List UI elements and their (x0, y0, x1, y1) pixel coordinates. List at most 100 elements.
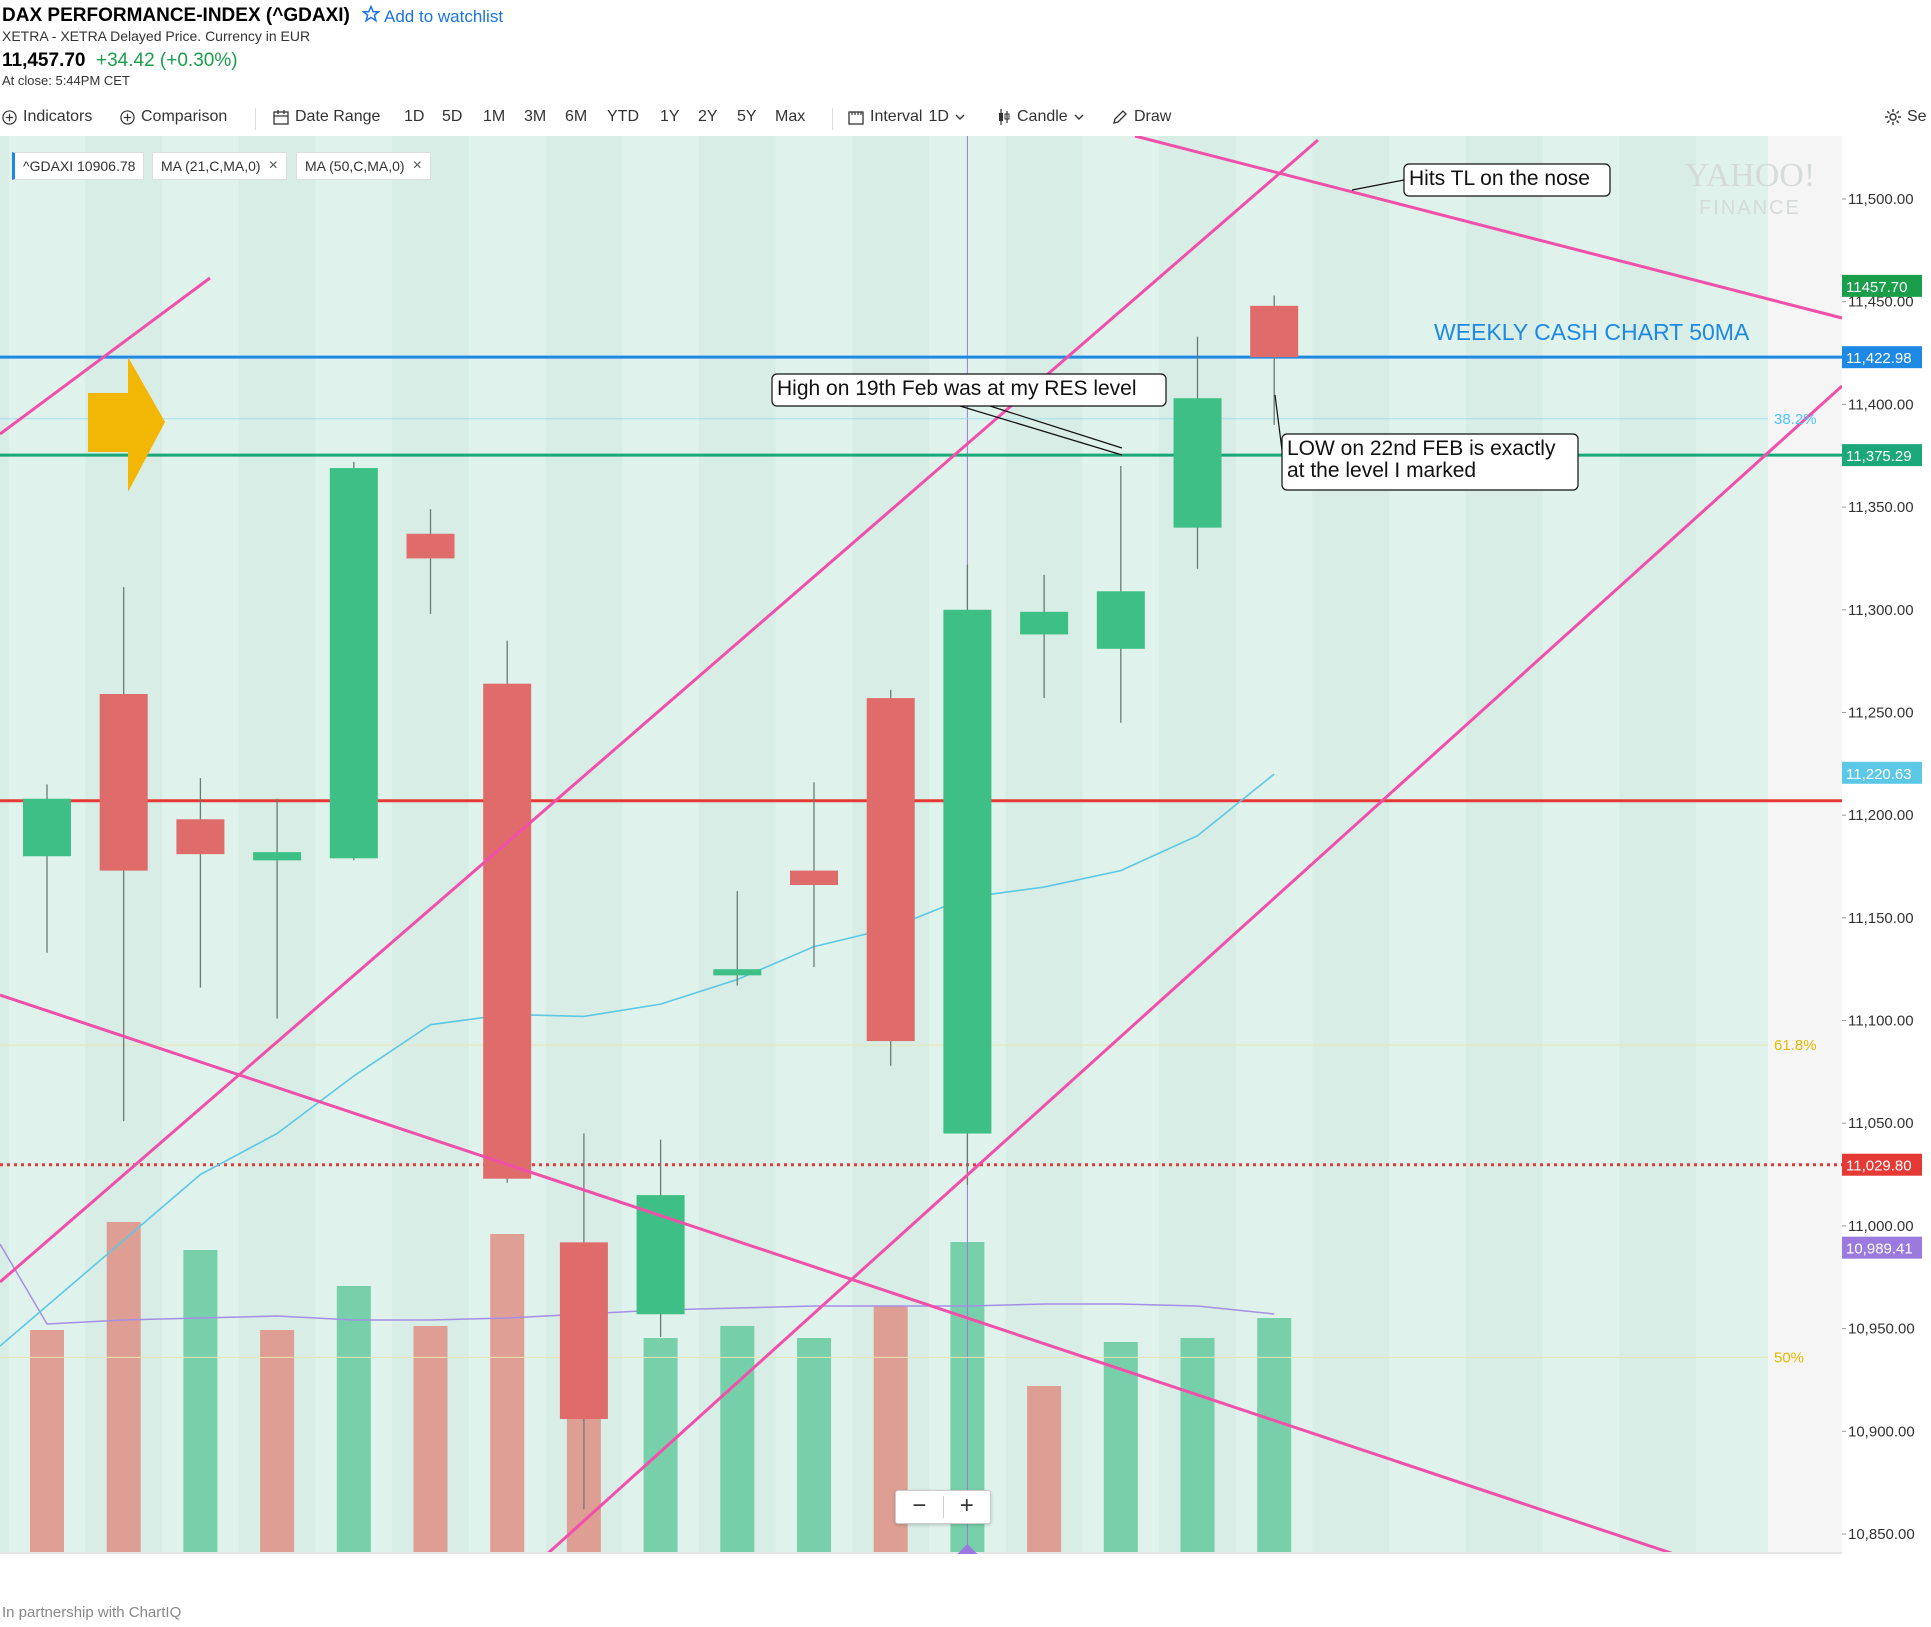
badge-bg (1842, 1153, 1922, 1176)
callout-text: Hits TL on the nose (1409, 167, 1590, 190)
range-2y[interactable]: 2Y (698, 108, 718, 125)
candle-body (253, 852, 302, 861)
chart-area[interactable]: YAHOO! FINANCE Hits TL on the nose High on … (0, 136, 1931, 1556)
callout-box (1403, 163, 1611, 197)
x-axis: 30Feb4567811121314152/18/201919202122232… (0, 1544, 1931, 1556)
legend-tag-ma21[interactable]: MA (21,C,MA,0) × (152, 152, 287, 180)
candle-body (713, 969, 762, 976)
range-1y[interactable]: 1Y (660, 108, 680, 125)
chart-type-dropdown[interactable]: Candle (997, 108, 1084, 126)
indicators-button[interactable]: Indicators (2, 108, 92, 126)
trend-line-resistance[interactable] (1134, 136, 1843, 320)
comparison-button[interactable]: Comparison (120, 108, 227, 126)
price-label-badge: 11457.70 (1842, 274, 1922, 297)
range-6m[interactable]: 6M (565, 108, 588, 125)
callout-pointer (989, 405, 1123, 449)
range-5y[interactable]: 5Y (737, 108, 757, 125)
candle-body (329, 468, 378, 859)
divider (255, 108, 256, 130)
quote-header: DAX PERFORMANCE-INDEX (^GDAXI) Add to wa… (0, 0, 1931, 100)
date-band (1082, 136, 1160, 1554)
candle[interactable] (713, 891, 762, 986)
badge-bg (1842, 444, 1922, 467)
y-tick-label: 11,400.00 (1848, 396, 1914, 413)
settings-button[interactable]: Se (1885, 108, 1927, 126)
volume-bar (30, 1330, 64, 1554)
callout-box (771, 373, 1167, 407)
price-label-badge: 11,029.80 (1842, 1153, 1922, 1176)
callout-pointer (1351, 179, 1405, 191)
badge-bg (1842, 274, 1922, 297)
chevron-down-icon (955, 113, 965, 121)
candle[interactable] (23, 784, 71, 953)
candle[interactable] (866, 689, 915, 1066)
range-5d[interactable]: 5D (442, 108, 463, 125)
volume-bar (413, 1326, 448, 1554)
ma21-line (0, 773, 1275, 1347)
candle[interactable] (253, 798, 302, 1019)
draw-button[interactable]: Draw (1112, 108, 1171, 126)
y-tick-label: 11,350.00 (1848, 499, 1914, 516)
badge-text: 11,029.80 (1846, 1158, 1912, 1175)
candle[interactable] (99, 587, 148, 1122)
volume-bar (1103, 1342, 1138, 1554)
candle-body (99, 693, 148, 871)
candle[interactable] (329, 461, 378, 861)
y-tick-label: 10,850.00 (1848, 1526, 1915, 1543)
y-tick-label: 11,250.00 (1848, 704, 1914, 721)
volume-bar (490, 1234, 525, 1554)
draw-label: Draw (1134, 108, 1172, 125)
trend-line-lower-channel[interactable] (543, 384, 1844, 1556)
candle[interactable] (176, 778, 225, 988)
volume-bar (336, 1286, 371, 1554)
zoom-control: − + (895, 1490, 991, 1524)
range-1d[interactable]: 1D (404, 108, 425, 125)
close-icon[interactable]: × (412, 157, 422, 174)
candle-body (866, 698, 915, 1042)
candle[interactable] (1096, 466, 1145, 723)
legend-tag-symbol[interactable]: ^GDAXI 10906.78 (12, 152, 145, 180)
price-chart[interactable]: YAHOO! FINANCE Hits TL on the nose High on … (0, 136, 1931, 1556)
interval-value: 1D (928, 108, 949, 125)
annotation-high-19th[interactable]: High on 19th Feb was at my RES level (771, 373, 1167, 456)
range-max[interactable]: Max (775, 108, 806, 125)
badge-text: 11,422.98 (1846, 350, 1912, 367)
price-change: +34.42 (+0.30%) (96, 50, 238, 71)
interval-dropdown[interactable]: Interval 1D (848, 108, 965, 126)
zoom-in-button[interactable]: + (959, 1492, 974, 1519)
plus-circle-icon (120, 109, 135, 125)
range-ytd[interactable]: YTD (607, 108, 639, 125)
price-label-badge: 10,989.41 (1842, 1236, 1922, 1259)
trend-line-upper-channel[interactable] (0, 276, 211, 436)
annotation-hits-tl[interactable]: Hits TL on the nose (1351, 163, 1611, 197)
candle[interactable] (1173, 336, 1222, 569)
legend-label: MA (21,C,MA,0) (161, 158, 261, 174)
candle[interactable] (559, 1133, 608, 1510)
range-1m[interactable]: 1M (483, 108, 506, 125)
watchlist-label: Add to watchlist (384, 6, 504, 26)
divider (942, 1496, 944, 1518)
date-range-button[interactable]: Date Range (273, 108, 380, 126)
fib-label: 50% (1774, 1349, 1804, 1366)
candle-body (23, 798, 71, 857)
candle-body (1020, 611, 1069, 635)
zoom-out-button[interactable]: − (912, 1492, 927, 1519)
calendar-icon (273, 109, 289, 125)
trend-line-downward[interactable] (0, 993, 1681, 1556)
add-to-watchlist-button[interactable]: Add to watchlist (361, 4, 504, 28)
candle-body (176, 819, 225, 855)
y-axis: 10,850.00 10,900.00 10,950.00 11,000.00 11,0… (1842, 136, 1931, 1556)
candle[interactable] (1020, 574, 1069, 699)
trend-line-mid-channel[interactable] (0, 138, 1319, 1284)
legend-tag-ma50[interactable]: MA (50,C,MA,0) × (296, 152, 431, 180)
candle[interactable] (406, 509, 455, 614)
candle[interactable] (1250, 295, 1299, 425)
candle[interactable] (483, 640, 532, 1183)
volume-bar (106, 1222, 141, 1554)
range-3m[interactable]: 3M (524, 108, 547, 125)
y-tick-label: 11,000.00 (1848, 1218, 1914, 1235)
candle[interactable] (790, 782, 838, 968)
close-icon[interactable]: × (268, 157, 278, 174)
candle[interactable] (943, 564, 992, 1185)
